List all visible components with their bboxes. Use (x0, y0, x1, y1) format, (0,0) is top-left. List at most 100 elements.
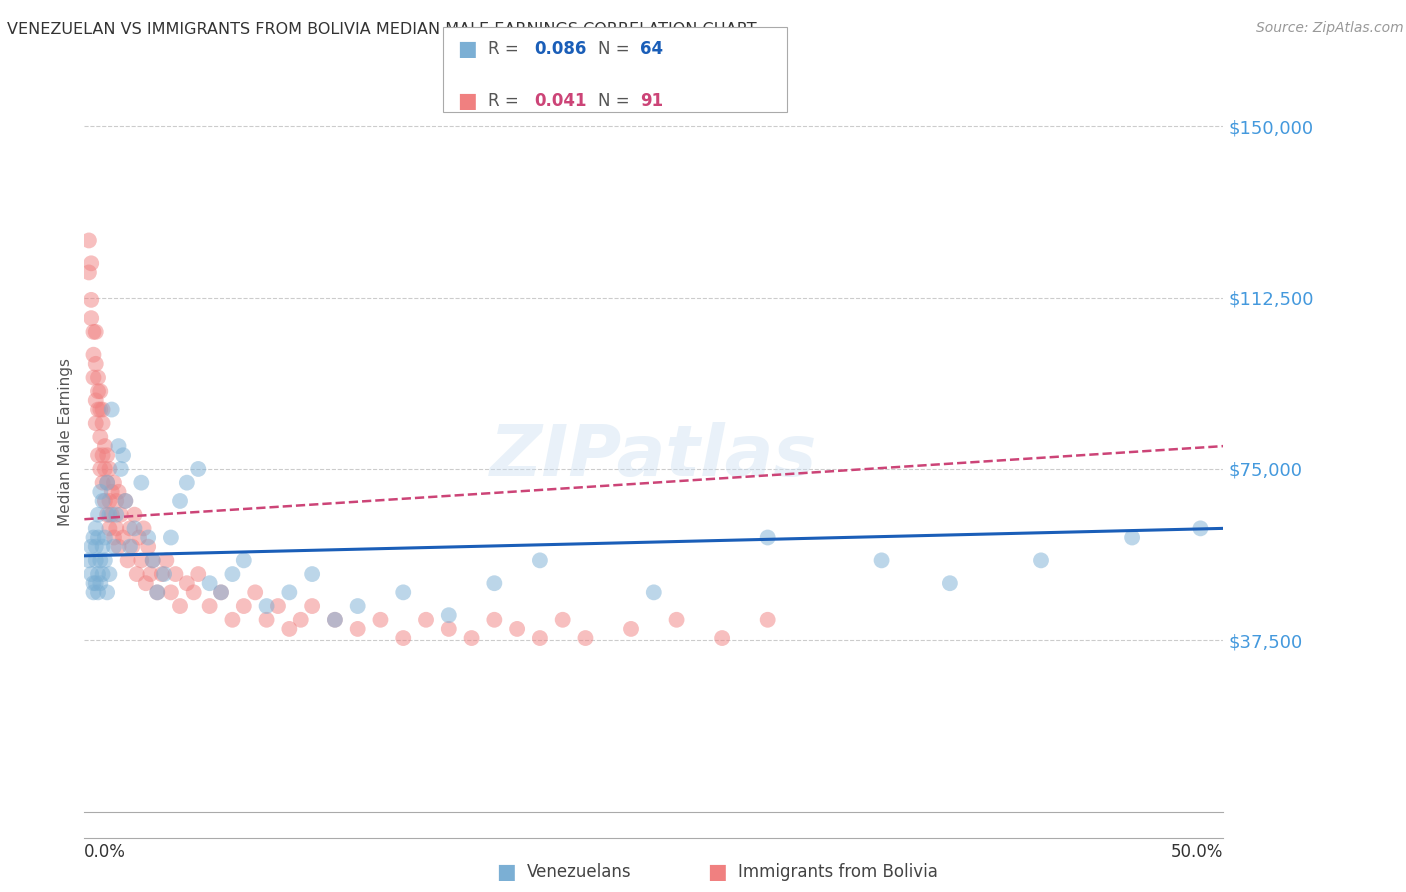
Point (84, 417, 107, 431)
Point (1189, 521, 1212, 535)
Point (91, 417, 114, 431)
Point (256, 599, 278, 613)
Point (183, 585, 205, 599)
Text: ■: ■ (496, 863, 516, 882)
Point (278, 585, 301, 599)
Point (392, 631, 415, 645)
Point (100, 402, 122, 417)
Point (323, 613, 346, 627)
Text: 91: 91 (640, 92, 662, 110)
Point (82, 348, 104, 362)
Point (80, 311, 103, 326)
Point (392, 585, 415, 599)
Point (114, 494, 136, 508)
Point (169, 599, 191, 613)
Point (100, 484, 122, 499)
Y-axis label: Median Male Earnings: Median Male Earnings (58, 358, 73, 525)
Point (415, 613, 437, 627)
Point (96, 585, 118, 599)
Point (232, 553, 254, 567)
Point (80, 540, 103, 554)
Text: N =: N = (598, 92, 634, 110)
Point (146, 585, 169, 599)
Point (91, 567, 114, 582)
Text: VENEZUELAN VS IMMIGRANTS FROM BOLIVIA MEDIAN MALE EARNINGS CORRELATION CHART: VENEZUELAN VS IMMIGRANTS FROM BOLIVIA ME… (7, 22, 756, 37)
Point (96, 448, 118, 462)
Point (87, 567, 110, 582)
Point (176, 576, 198, 591)
Point (290, 613, 312, 627)
Point (89, 576, 111, 591)
Point (711, 631, 734, 645)
Point (82, 370, 104, 384)
Point (77, 265, 100, 279)
Point (529, 631, 551, 645)
Point (94, 553, 117, 567)
Point (643, 585, 665, 599)
Point (112, 448, 135, 462)
Point (131, 475, 153, 490)
Point (136, 531, 159, 545)
Point (756, 613, 779, 627)
Point (484, 576, 506, 591)
Point (96, 475, 118, 490)
Point (84, 540, 107, 554)
Point (155, 553, 177, 567)
Text: R =: R = (488, 92, 524, 110)
Point (121, 540, 143, 554)
Point (103, 531, 125, 545)
Text: 64: 64 (640, 40, 662, 58)
Point (89, 384, 111, 399)
Point (91, 494, 114, 508)
Text: 0.041: 0.041 (534, 92, 586, 110)
Text: 0.0%: 0.0% (84, 843, 127, 861)
Point (82, 585, 104, 599)
Point (221, 567, 243, 582)
Point (84, 521, 107, 535)
Point (87, 448, 110, 462)
Point (87, 508, 110, 522)
Point (84, 576, 107, 591)
Text: Source: ZipAtlas.com: Source: ZipAtlas.com (1256, 21, 1403, 35)
Point (209, 585, 232, 599)
Point (80, 293, 103, 307)
Point (103, 475, 125, 490)
Point (89, 462, 111, 476)
Point (665, 613, 688, 627)
Point (165, 567, 187, 582)
Point (89, 430, 111, 444)
Point (98, 567, 121, 582)
Point (160, 585, 183, 599)
Point (105, 508, 128, 522)
Point (187, 567, 209, 582)
Point (131, 553, 153, 567)
Point (124, 521, 146, 535)
Point (87, 370, 110, 384)
Point (160, 531, 183, 545)
Point (84, 357, 107, 371)
Point (98, 494, 121, 508)
Point (91, 540, 114, 554)
Point (198, 576, 221, 591)
Point (124, 508, 146, 522)
Point (150, 567, 173, 582)
Point (80, 256, 103, 270)
Point (551, 613, 574, 627)
Point (142, 553, 165, 567)
Point (82, 576, 104, 591)
Point (301, 599, 323, 613)
Point (94, 531, 117, 545)
Point (135, 576, 157, 591)
Point (370, 613, 392, 627)
Point (232, 599, 254, 613)
Point (77, 553, 100, 567)
Point (98, 508, 121, 522)
Text: R =: R = (488, 40, 524, 58)
Point (1029, 553, 1052, 567)
Point (105, 521, 128, 535)
Point (110, 508, 132, 522)
Point (221, 613, 243, 627)
Point (89, 553, 111, 567)
Point (77, 234, 100, 248)
Point (87, 402, 110, 417)
